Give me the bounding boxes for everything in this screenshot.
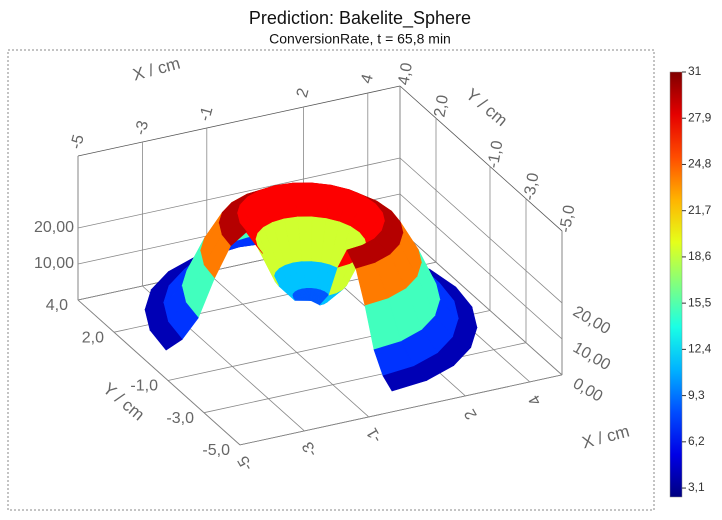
z-tick-label: 20,00 [34,219,74,236]
grid-line [77,299,241,446]
y-tick-label: -3,0 [521,172,543,202]
y-tick-label: 2,0 [82,329,104,346]
grid-line [77,157,401,229]
grid-line [399,229,563,376]
box-edge [77,85,401,157]
colorbar-tick-label: 21,7 [688,203,712,217]
y-tick-label: -1,0 [130,378,158,395]
grid-line [203,342,527,414]
x-tick-label: 4 [526,392,545,408]
chart-subtitle: ConversionRate, t = 65,8 min [269,31,451,47]
z-tick-label: 0,00 [570,375,606,405]
grid-line [399,193,563,340]
y-tick-label: 4,0 [46,297,68,314]
colorbar-tick-label: 12,4 [688,342,712,356]
grid-line [399,157,563,304]
plot-frame [7,49,655,511]
colorbar-tick-label: 24,8 [688,157,712,171]
z-tick-label: 20,00 [570,303,613,338]
x-tick-label: -3 [299,439,321,460]
grid-line [206,271,370,418]
x-tick-label: -3 [132,119,152,137]
z-tick-label: 10,00 [34,255,74,272]
z-tick-label: 10,00 [570,339,613,374]
box-edge [399,85,563,232]
y-tick-label: 2,0 [431,94,452,119]
x-tick-label: 2 [462,406,481,422]
y-tick-label: -1,0 [485,139,507,169]
x-tick-label: -1 [196,105,216,123]
y-tick-label: -3,0 [166,410,194,427]
x-tick-label: -1 [364,425,386,446]
y-tick-label: 4,0 [395,61,416,86]
x-tick-label: 2 [294,86,313,99]
colorbar-tick-label: 18,6 [688,249,712,263]
y-tick-label: -5,0 [557,204,579,234]
x-tick-label: -5 [235,453,257,474]
colorbar-tick-label: 31 [688,64,702,78]
x-tick-label: 4 [358,72,377,85]
colorbar-tick-label: 9,3 [688,388,705,402]
grid-line [239,374,563,446]
surface-patch [149,321,183,351]
surface-patch [382,366,428,392]
y-axis-title: Y / cm [462,85,511,130]
colorbar [669,71,683,498]
colorbar-tick-label: 15,5 [688,295,712,309]
colorbar-tick-label: 27,9 [688,110,712,124]
colorbar-tick-label: 3,1 [688,480,705,494]
x-axis-title: X / cm [580,422,631,453]
y-tick-label: -5,0 [202,442,230,459]
chart-title: Prediction: Bakelite_Sphere [249,8,471,29]
x-axis-title: X / cm [131,54,182,85]
colorbar-tick-label: 6,2 [688,434,705,448]
x-tick-label: -5 [68,133,88,151]
